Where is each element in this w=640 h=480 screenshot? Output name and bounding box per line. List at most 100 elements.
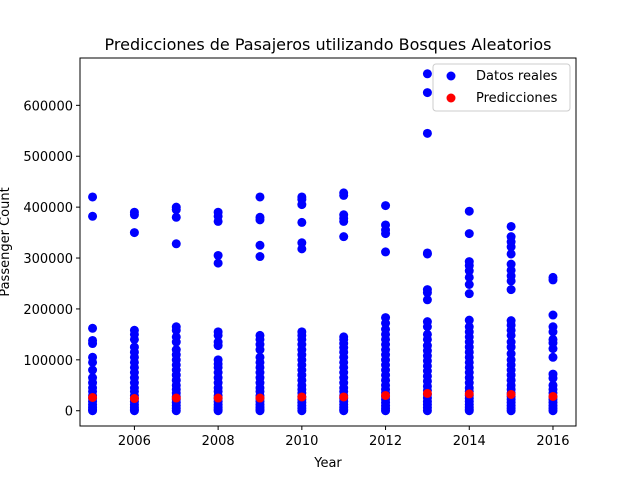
real-data-point xyxy=(548,352,558,362)
y-axis-ticks: 0 100000 200000 300000 400000 500000 600000 xyxy=(23,99,80,420)
real-data-point xyxy=(506,249,516,259)
real-data-point xyxy=(422,406,432,416)
x-tick-label: 2006 xyxy=(118,434,151,449)
real-data-point xyxy=(129,406,139,416)
real-data-point xyxy=(339,232,349,242)
y-tick-label: 300000 xyxy=(23,252,73,267)
real-data-point xyxy=(422,288,432,298)
real-data-point xyxy=(506,342,516,352)
prediction-point xyxy=(88,393,98,402)
prediction-point xyxy=(297,392,307,402)
legend-marker-real xyxy=(446,71,456,81)
real-data-point xyxy=(506,330,516,340)
real-data-point xyxy=(548,310,558,320)
real-data-point xyxy=(88,339,98,349)
real-data-point xyxy=(255,345,265,355)
real-data-point xyxy=(88,192,98,202)
real-data-point xyxy=(381,229,391,239)
real-data-point xyxy=(381,201,391,211)
real-data-point xyxy=(171,212,181,222)
real-data-point xyxy=(297,217,307,227)
real-data-point xyxy=(88,211,98,221)
real-data-point xyxy=(548,275,558,285)
x-tick-label: 2008 xyxy=(202,434,235,449)
real-data-point xyxy=(255,240,265,250)
real-data-point xyxy=(548,373,558,383)
real-data-point xyxy=(88,406,98,416)
real-data-point xyxy=(339,190,349,200)
real-data-point xyxy=(422,88,432,98)
prediction-point xyxy=(171,393,181,403)
real-data-point xyxy=(213,258,223,268)
prediction-point xyxy=(129,394,139,404)
y-tick-label: 500000 xyxy=(23,150,73,165)
x-tick-label: 2010 xyxy=(285,434,318,449)
real-data-point xyxy=(213,216,223,226)
real-data-point xyxy=(464,406,474,416)
real-data-point xyxy=(506,285,516,295)
prediction-point xyxy=(339,392,349,402)
real-data-point xyxy=(464,315,474,325)
real-data-point xyxy=(171,205,181,215)
real-data-point xyxy=(464,229,474,239)
real-data-point xyxy=(339,406,349,416)
legend-marker-pred xyxy=(446,93,456,103)
y-tick-label: 0 xyxy=(65,405,73,420)
real-data-point xyxy=(548,344,558,354)
plot-frame xyxy=(79,57,577,427)
prediction-point xyxy=(548,391,558,401)
real-data-point xyxy=(255,252,265,262)
real-data-point xyxy=(129,228,139,238)
real-data-point xyxy=(381,247,391,257)
legend-box xyxy=(432,63,571,112)
legend-label-real: Datos reales xyxy=(476,69,558,84)
real-data-point xyxy=(171,337,181,347)
real-data-point xyxy=(422,249,432,259)
y-tick-label: 400000 xyxy=(23,201,73,216)
real-data-point xyxy=(255,215,265,225)
prediction-point xyxy=(213,393,223,403)
x-tick-label: 2016 xyxy=(536,434,569,449)
real-data-point xyxy=(422,128,432,138)
real-data-point xyxy=(213,341,223,351)
prediction-point xyxy=(255,393,265,403)
y-axis-label: Passenger Count xyxy=(0,187,13,296)
real-data-point xyxy=(464,289,474,299)
real-data-point xyxy=(129,334,139,344)
x-axis-ticks: 2006 2008 2010 2012 2014 2016 xyxy=(118,426,570,449)
real-data-point xyxy=(506,406,516,416)
data-points xyxy=(88,69,558,416)
real-data-point xyxy=(339,216,349,226)
x-tick-label: 2012 xyxy=(369,434,402,449)
real-data-point xyxy=(213,330,223,340)
real-data-point xyxy=(506,221,516,231)
real-data-point xyxy=(297,200,307,210)
real-data-point xyxy=(422,295,432,305)
real-data-point xyxy=(129,210,139,220)
legend-label-pred: Predicciones xyxy=(476,91,558,106)
real-data-point xyxy=(171,325,181,335)
real-data-point xyxy=(464,272,474,282)
y-tick-label: 600000 xyxy=(23,99,73,114)
real-data-point xyxy=(255,406,265,416)
prediction-point xyxy=(506,389,516,399)
real-data-point xyxy=(88,323,98,333)
y-tick-label: 100000 xyxy=(23,354,73,369)
prediction-point xyxy=(422,388,432,398)
real-data-point xyxy=(381,406,391,416)
legend: Datos reales Predicciones xyxy=(432,63,571,112)
real-data-point xyxy=(213,250,223,260)
real-data-point xyxy=(422,69,432,79)
real-data-point xyxy=(464,266,474,276)
x-tick-label: 2014 xyxy=(453,434,486,449)
real-data-point xyxy=(297,406,307,416)
real-data-point xyxy=(88,357,98,367)
real-data-point xyxy=(506,276,516,286)
prediction-point xyxy=(464,389,474,399)
real-data-point xyxy=(464,206,474,216)
real-data-point xyxy=(255,192,265,202)
x-axis-label: Year xyxy=(313,456,342,471)
real-data-point xyxy=(506,242,516,252)
real-data-point xyxy=(464,280,474,289)
